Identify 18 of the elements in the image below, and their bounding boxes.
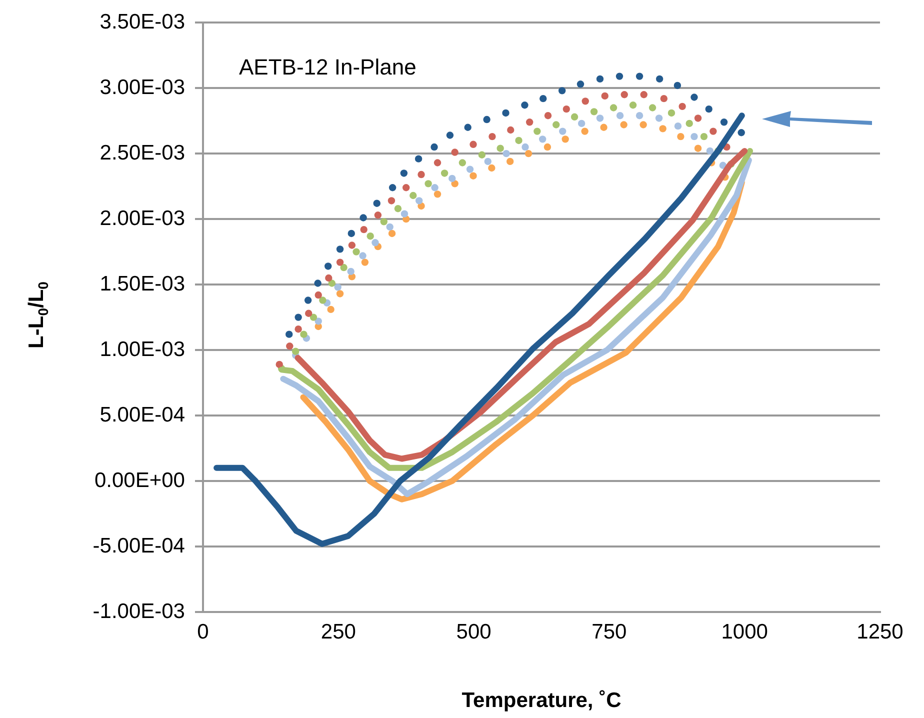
y-tick-label: 1.50E-03 bbox=[100, 272, 185, 296]
y-tick-label: 1.00E-03 bbox=[100, 338, 185, 361]
x-tick-label: 500 bbox=[456, 620, 492, 644]
x-tick-label: 750 bbox=[592, 620, 627, 644]
y-tick-label: -5.00E-04 bbox=[92, 534, 186, 558]
y-tick-label: 0.00E+00 bbox=[94, 468, 185, 492]
y-tick-label: 2.50E-03 bbox=[100, 141, 185, 164]
y-tick-label: 2.00E-03 bbox=[100, 206, 185, 230]
y-tick-label: -1.00E-03 bbox=[92, 600, 185, 623]
x-tick-label: 1250 bbox=[856, 620, 904, 644]
x-axis-title: Temperature, ˚C bbox=[462, 689, 622, 712]
y-tick-label: 3.50E-03 bbox=[100, 10, 185, 34]
text: AETB-12 In-Plane bbox=[239, 54, 416, 80]
y-tick-label: 5.00E-04 bbox=[100, 403, 186, 426]
y-tick-label: 3.00E-03 bbox=[100, 76, 185, 99]
x-tick-label: 1000 bbox=[721, 620, 768, 644]
x-tick-label: 250 bbox=[320, 620, 356, 644]
x-tick-label: 0 bbox=[197, 620, 209, 644]
